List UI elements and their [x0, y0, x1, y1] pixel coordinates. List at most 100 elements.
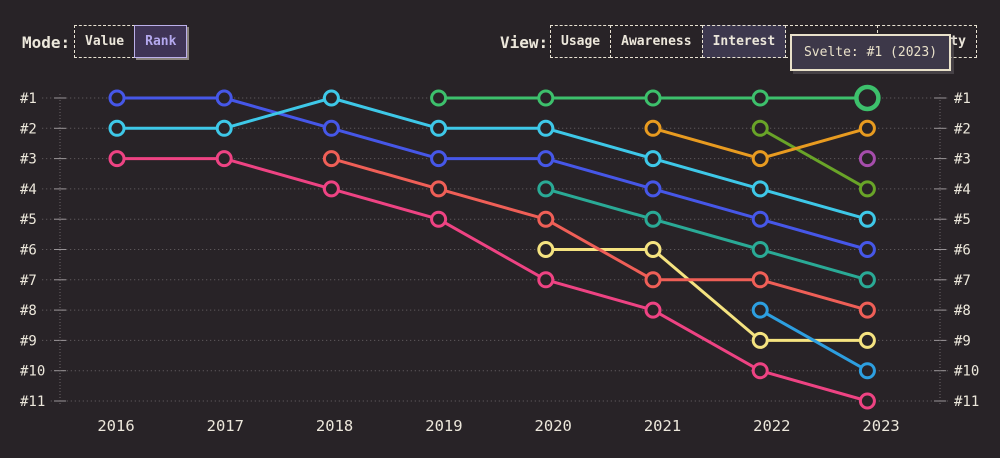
view-option-interest[interactable]: Interest	[701, 25, 787, 58]
data-point-salmon-2021[interactable]	[644, 271, 662, 289]
data-point-green-2021[interactable]	[644, 89, 662, 107]
data-point-teal-2021[interactable]	[644, 210, 662, 228]
series-line-teal	[544, 187, 869, 282]
data-point-yellow-2022[interactable]	[751, 331, 769, 349]
data-point-indigo-2017[interactable]	[215, 89, 233, 107]
rank-label-right: #2	[954, 121, 971, 137]
series-line-salmon	[329, 157, 869, 312]
rank-label-left: #8	[20, 303, 37, 319]
data-point-salmon-2022[interactable]	[751, 271, 769, 289]
rank-label-right: #6	[954, 243, 971, 259]
data-point-magenta-2018[interactable]	[322, 180, 340, 198]
year-label-2019: 2019	[425, 417, 462, 435]
data-point-olive-2022[interactable]	[751, 119, 769, 137]
rank-label-left: #9	[20, 333, 37, 349]
year-label-2023: 2023	[862, 417, 899, 435]
view-option-awareness[interactable]: Awareness	[610, 25, 703, 58]
year-label-2021: 2021	[644, 417, 681, 435]
data-point-magenta-2021[interactable]	[644, 301, 662, 319]
series-line-cyan	[115, 96, 869, 221]
data-point-green-2020[interactable]	[537, 89, 555, 107]
tooltip-text: Svelte: #1 (2023)	[803, 45, 938, 60]
data-point-magenta-2016[interactable]	[108, 150, 126, 168]
rank-label-right: #10	[954, 364, 979, 380]
data-point-salmon-2023[interactable]	[858, 301, 876, 319]
rank-label-left: #11	[20, 394, 45, 410]
data-point-yellow-2021[interactable]	[644, 241, 662, 258]
data-point-yellow-2020[interactable]	[537, 241, 555, 258]
data-point-salmon-2018[interactable]	[322, 150, 340, 168]
rank-label-right: #5	[954, 212, 971, 228]
rank-label-right: #4	[954, 182, 971, 198]
data-point-green-2022[interactable]	[751, 89, 769, 107]
year-label-2018: 2018	[316, 417, 353, 435]
rank-label-right: #1	[954, 91, 971, 107]
data-point-cyan-2019[interactable]	[430, 119, 448, 137]
series-line-olive	[758, 126, 869, 191]
data-point-cyan-2017[interactable]	[215, 119, 233, 137]
data-point-magenta-2019[interactable]	[430, 210, 448, 228]
rank-label-left: #5	[20, 212, 37, 228]
data-point-yellow-2023[interactable]	[858, 331, 876, 349]
data-point-magenta-2017[interactable]	[215, 150, 233, 168]
series-line-magenta	[115, 157, 869, 403]
data-point-skyblue-2023[interactable]	[858, 362, 876, 380]
data-point-indigo-2019[interactable]	[430, 150, 448, 168]
rank-label-left: #10	[20, 364, 45, 380]
data-point-teal-2020[interactable]	[537, 180, 555, 198]
rank-label-left: #1	[20, 91, 37, 107]
data-point-cyan-2022[interactable]	[751, 180, 769, 198]
data-point-indigo-2021[interactable]	[644, 180, 662, 198]
year-label-2020: 2020	[535, 417, 572, 435]
data-point-olive-2023[interactable]	[858, 180, 876, 198]
data-point-amber-2021[interactable]	[644, 119, 662, 137]
rank-label-right: #8	[954, 303, 971, 319]
rank-label-left: #6	[20, 243, 37, 259]
data-point-magenta-2020[interactable]	[537, 271, 555, 289]
view-option-usage[interactable]: Usage	[550, 25, 612, 58]
data-point-green-2023[interactable]	[854, 84, 881, 112]
data-point-magenta-2023[interactable]	[858, 392, 876, 410]
data-point-indigo-2022[interactable]	[751, 210, 769, 228]
rank-label-right: #7	[954, 273, 971, 289]
data-point-teal-2022[interactable]	[751, 241, 769, 258]
year-label-2022: 2022	[753, 417, 790, 435]
data-point-skyblue-2022[interactable]	[751, 301, 769, 319]
view-label: View:	[500, 33, 549, 52]
series-line-indigo	[115, 96, 869, 251]
rank-chart: #1 #1 #2 #2 #3 #3 #4 #4 #5 #5 #6 #6 #7 #7 #8 #8 #9 #9 #10 #…	[20, 84, 979, 435]
data-point-magenta-2022[interactable]	[751, 362, 769, 380]
data-point-indigo-2023[interactable]	[858, 241, 876, 258]
data-point-cyan-2016[interactable]	[108, 119, 126, 137]
data-point-cyan-2018[interactable]	[322, 89, 340, 107]
data-point-cyan-2021[interactable]	[644, 150, 662, 168]
year-label-2017: 2017	[207, 417, 244, 435]
data-point-amber-2023[interactable]	[858, 119, 876, 137]
data-point-purple-2023[interactable]	[858, 150, 876, 168]
data-point-indigo-2016[interactable]	[108, 89, 126, 107]
data-point-salmon-2020[interactable]	[537, 210, 555, 228]
series-line-skyblue	[758, 308, 869, 373]
rank-label-right: #9	[954, 333, 971, 349]
year-label-2016: 2016	[97, 417, 134, 435]
rank-label-left: #7	[20, 273, 37, 289]
mode-option-rank[interactable]: Rank	[134, 25, 188, 58]
data-point-indigo-2020[interactable]	[537, 150, 555, 168]
rank-label-left: #3	[20, 152, 37, 168]
data-point-indigo-2018[interactable]	[322, 119, 340, 137]
mode-label: Mode:	[22, 33, 71, 52]
data-point-green-2019[interactable]	[430, 89, 448, 107]
data-point-amber-2022[interactable]	[751, 150, 769, 168]
mode-toggle: Value Rank	[74, 25, 188, 58]
data-point-cyan-2020[interactable]	[537, 119, 555, 137]
mode-option-value[interactable]: Value	[74, 25, 136, 58]
data-point-salmon-2019[interactable]	[430, 180, 448, 198]
rank-label-right: #11	[954, 394, 979, 410]
rank-label-left: #2	[20, 121, 37, 137]
rank-label-left: #4	[20, 182, 37, 198]
data-point-teal-2023[interactable]	[858, 271, 876, 289]
rank-label-right: #3	[954, 152, 971, 168]
tooltip: Svelte: #1 (2023)	[790, 34, 951, 71]
data-point-cyan-2023[interactable]	[858, 210, 876, 228]
